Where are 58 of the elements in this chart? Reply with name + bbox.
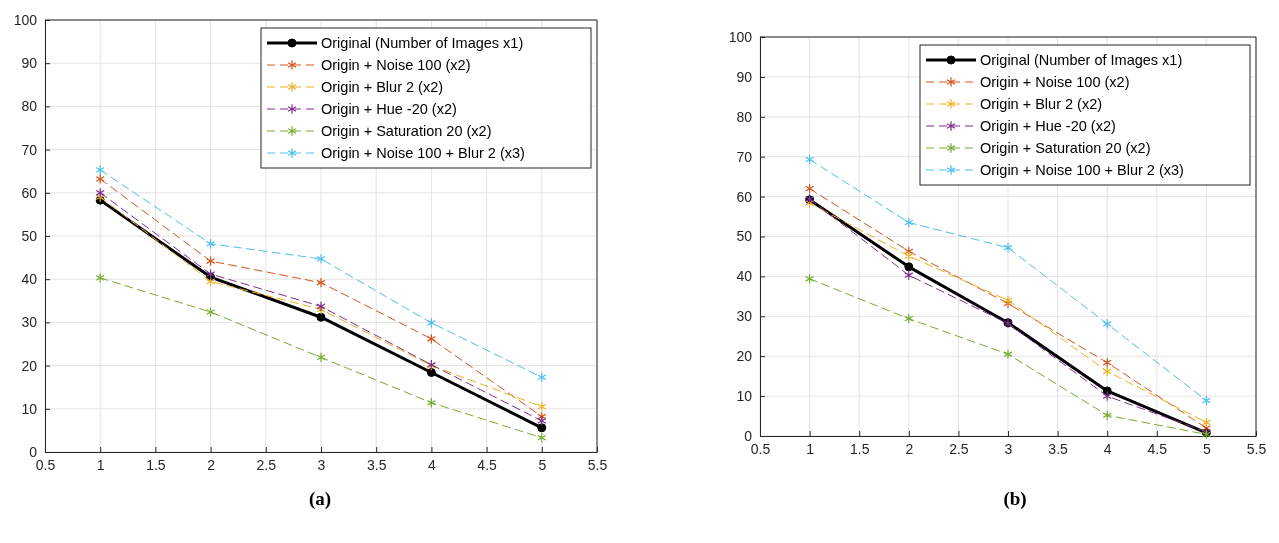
x-tick-label: 1 [96,456,105,473]
y-tick-label: 0 [744,427,753,444]
y-tick-label: 30 [736,308,753,325]
y-tick-label: 50 [21,227,38,244]
legend-label: Origin + Blur 2 (x2) [980,96,1103,112]
x-tick-label: 3.5 [1048,440,1069,457]
y-tick-label: 70 [736,148,753,165]
x-tick-label: 5.5 [587,456,608,473]
y-tick-label: 20 [736,348,753,365]
legend-label: Origin + Blur 2 (x2) [321,79,444,95]
y-tick-label: 30 [21,314,38,331]
x-tick-label: 1 [806,440,815,457]
legend-label: Origin + Hue -20 (x2) [321,101,457,117]
x-tick-label: 4.5 [1147,440,1168,457]
y-tick-label: 60 [736,188,753,205]
legend-label: Original (Number of Images x1) [980,52,1183,68]
y-tick-label: 100 [728,28,753,45]
x-tick-label: 0.5 [750,440,771,457]
y-tick-label: 40 [21,271,38,288]
y-tick-label: 90 [21,55,38,72]
x-tick-label: 2.5 [949,440,969,457]
x-tick-label: 1.5 [849,440,870,457]
x-tick-label: 3.5 [366,456,387,473]
y-tick-label: 0 [29,443,38,460]
legend-label: Origin + Hue -20 (x2) [980,118,1116,134]
text: (a) [308,488,332,510]
x-tick-label: 5 [1203,440,1211,457]
legend-label: Origin + Noise 100 + Blur 2 (x3) [980,162,1184,178]
legend-label: Origin + Noise 100 (x2) [980,74,1130,90]
legend-label: Origin + Noise 100 + Blur 2 (x3) [321,145,525,161]
x-tick-label: 3 [317,456,326,473]
legend-label: Origin + Saturation 20 (x2) [980,140,1151,156]
x-tick-label: 5.5 [1246,440,1267,457]
x-tick-label: 3 [1004,440,1013,457]
x-tick-label: 5 [538,456,547,473]
x-tick-label: 2.5 [256,456,277,473]
y-tick-label: 40 [736,268,753,285]
x-tick-label: 4 [1103,440,1112,457]
y-tick-label: 60 [21,184,38,201]
y-tick-label: 20 [21,357,38,374]
legend-label: Origin + Saturation 20 (x2) [321,123,492,139]
legend-label: Origin + Noise 100 (x2) [321,57,471,73]
text: (b) [1003,488,1027,510]
x-tick-label: 4 [428,456,436,473]
x-tick-label: 4.5 [477,456,498,473]
x-tick-label: 1.5 [146,456,166,473]
y-tick-label: 10 [21,400,38,417]
x-tick-label: 2 [905,440,914,457]
x-tick-label: 0.5 [35,456,56,473]
y-tick-label: 80 [736,108,753,125]
x-tick-label: 2 [207,456,216,473]
y-tick-label: 80 [21,98,38,115]
y-tick-label: 70 [21,141,38,158]
y-tick-label: 10 [736,388,753,405]
y-tick-label: 50 [736,228,753,245]
y-tick-label: 90 [736,68,753,85]
y-tick-label: 100 [13,11,38,28]
legend-label: Original (Number of Images x1) [321,35,524,51]
